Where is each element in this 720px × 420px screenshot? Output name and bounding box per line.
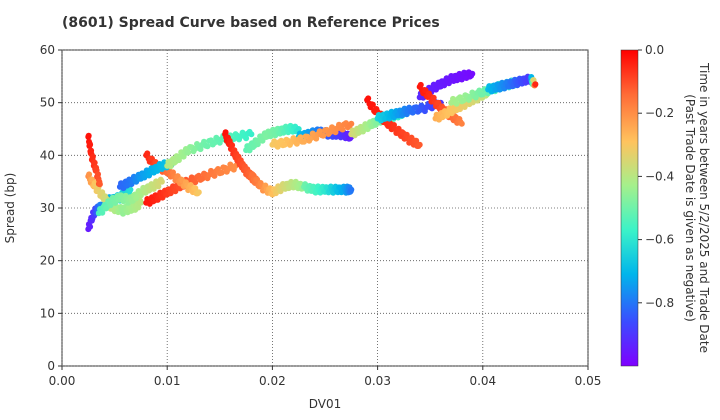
data-point (413, 137, 420, 144)
data-point (458, 120, 465, 127)
data-point (199, 175, 206, 182)
data-point (348, 186, 355, 193)
data-point (135, 204, 142, 211)
data-point (274, 143, 281, 150)
data-point (86, 171, 93, 178)
data-point (472, 94, 479, 101)
data-point (96, 181, 103, 188)
data-point (185, 149, 192, 156)
colorbar-tick-label: 0.0 (645, 43, 664, 57)
x-tick-label: 0.03 (364, 374, 391, 388)
colorbar (620, 49, 639, 367)
data-points (85, 69, 539, 233)
y-tick-label: 60 (40, 43, 55, 57)
chart-title: (8601) Spread Curve based on Reference P… (62, 15, 440, 31)
y-axis-label: Spread (bp) (3, 173, 17, 244)
data-point (87, 223, 94, 230)
data-point (348, 120, 355, 127)
x-tick-label: 0.01 (154, 374, 181, 388)
data-point (192, 179, 199, 186)
colorbar-label-line1: Time in years between 5/2/2025 and Trade… (697, 62, 711, 353)
data-point (158, 178, 165, 185)
data-point (222, 129, 229, 136)
colorbar-tick-label: −0.6 (645, 233, 674, 247)
y-tick-label: 50 (40, 96, 55, 110)
y-tick-label: 20 (40, 254, 55, 268)
data-point (339, 126, 346, 133)
data-point (99, 209, 106, 216)
data-point (180, 153, 187, 160)
data-point (301, 138, 307, 145)
y-axis-ticks: 0 10 20 30 40 50 60 (40, 43, 62, 373)
data-point (127, 186, 134, 193)
y-tick-label: 10 (40, 306, 55, 320)
colorbar-ticks: 0.0 −0.2 −0.4 −0.6 −0.8 (638, 43, 674, 310)
data-point (95, 171, 101, 178)
colorbar-tick-label: −0.8 (645, 296, 674, 310)
data-point (137, 199, 144, 206)
x-axis-ticks: 0.00 0.01 0.02 0.03 0.04 0.05 (49, 366, 602, 388)
data-point (479, 91, 486, 98)
data-point (195, 189, 202, 196)
data-point (416, 141, 423, 148)
y-tick-label: 40 (40, 148, 55, 162)
data-point (204, 143, 211, 150)
x-axis-label: DV01 (309, 397, 342, 411)
y-tick-label: 0 (47, 359, 55, 373)
data-point (430, 94, 437, 101)
x-tick-label: 0.02 (259, 374, 286, 388)
grid-lines (61, 49, 589, 367)
colorbar-tick-label: −0.2 (645, 106, 674, 120)
x-tick-label: 0.05 (575, 374, 602, 388)
data-point (532, 81, 539, 88)
data-point (91, 159, 98, 166)
data-point (155, 183, 162, 190)
data-point (144, 150, 151, 157)
data-point (89, 153, 96, 160)
data-point (293, 140, 300, 147)
data-point (218, 169, 225, 176)
data-point (192, 185, 199, 192)
data-point (248, 131, 255, 138)
data-point (85, 132, 92, 139)
data-point (460, 97, 467, 104)
y-tick-label: 30 (40, 201, 55, 215)
x-tick-label: 0.04 (469, 374, 496, 388)
data-point (278, 137, 285, 144)
data-point (243, 135, 250, 142)
data-point (281, 141, 288, 148)
data-point (320, 132, 327, 139)
data-point (469, 70, 476, 77)
colorbar-tick-label: −0.4 (645, 169, 674, 183)
data-point (211, 172, 218, 179)
data-point (369, 101, 376, 108)
x-tick-label: 0.00 (49, 374, 76, 388)
data-point (453, 100, 460, 107)
colorbar-label-line2: (Past Trade Date is given as negative) (683, 94, 697, 322)
data-point (365, 95, 372, 102)
data-point (409, 109, 416, 116)
data-point (295, 126, 302, 132)
data-point (417, 81, 424, 88)
data-point (229, 142, 236, 149)
data-point (259, 137, 266, 144)
data-point (249, 171, 256, 178)
data-point (87, 141, 94, 148)
